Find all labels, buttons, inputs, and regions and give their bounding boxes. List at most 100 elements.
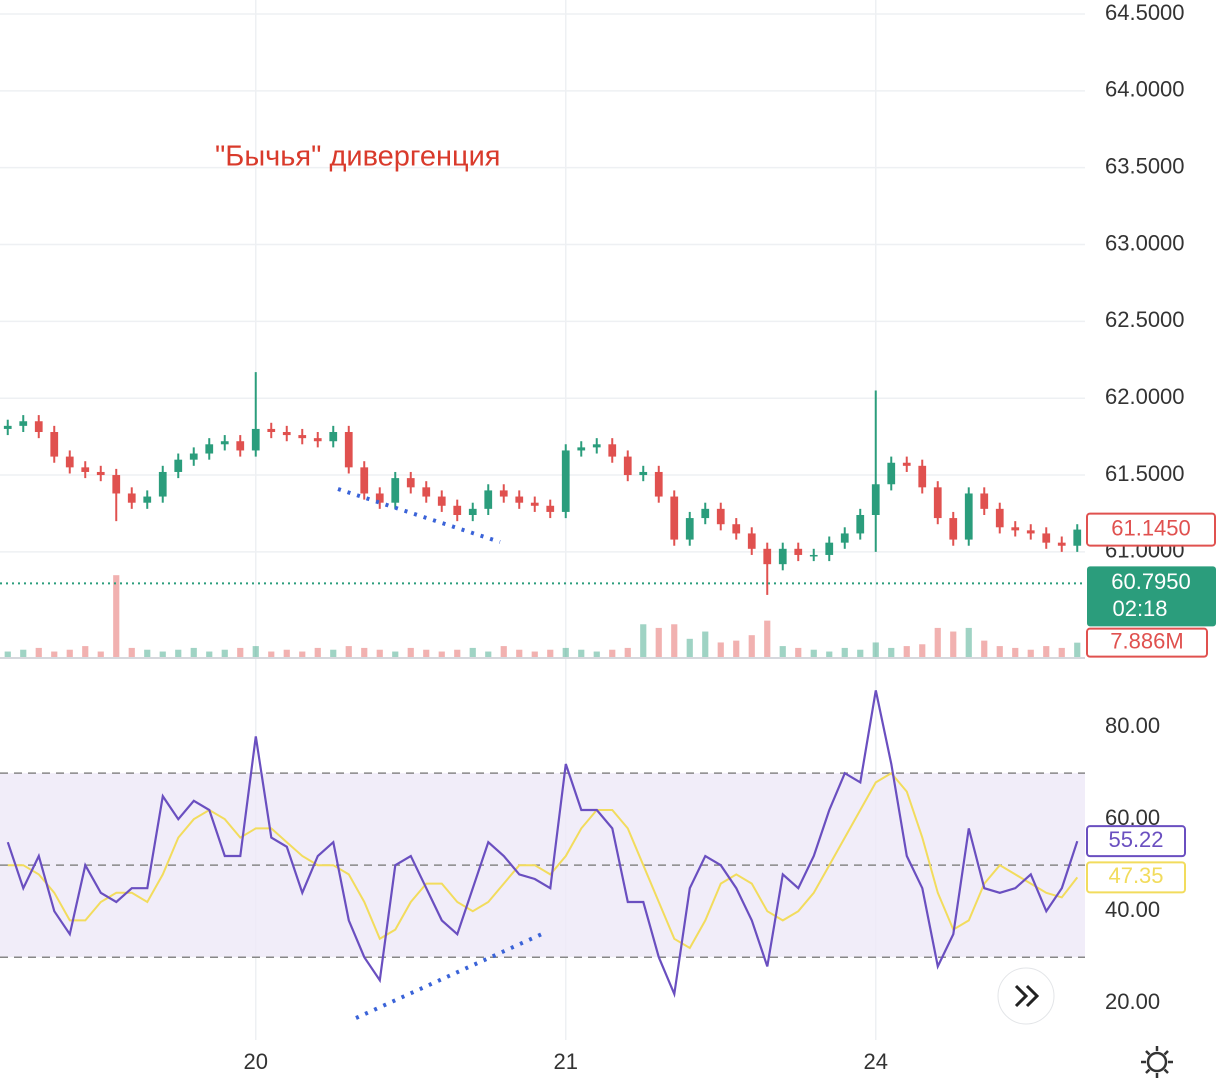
volume-bar [779,646,786,657]
candle-body [608,444,617,457]
volume-bar [113,575,120,657]
volume-bar [206,651,213,657]
candle-body [484,490,493,509]
volume-bar [717,642,724,657]
settings-icon[interactable] [1146,1051,1168,1073]
candle-body [964,493,973,540]
volume-bar [1027,649,1034,657]
volume-bar [1012,647,1019,657]
candle-body [654,471,663,497]
volume-bar [733,640,740,657]
settings-button[interactable] [1141,1046,1173,1078]
volume-bar [748,635,755,657]
candle-body [763,548,772,565]
volume-bar [981,640,988,657]
candle-body [267,428,276,433]
y-tick-label: 64.5000 [1105,0,1185,25]
volume-bar [175,649,182,657]
volume-bar [361,647,368,657]
candle-body [546,505,555,512]
settings-icon[interactable] [1141,1046,1173,1078]
volume-bar [128,647,135,657]
y-tick-label: 63.0000 [1105,230,1185,255]
candle-body [732,524,741,534]
volume-bar [82,646,89,657]
candle-body [887,462,896,485]
volume-bar [423,649,430,657]
rsi-band [0,773,1085,958]
candle-body [515,496,524,503]
volume-bar [407,647,414,657]
volume-bar [97,651,104,657]
candle-body [189,453,198,460]
candle-body [96,471,105,476]
volume-bar [965,627,972,657]
scroll-button[interactable] [997,967,1055,1025]
volume-bar [1058,647,1065,657]
volume-bar [20,649,27,657]
candle-body [902,462,911,466]
y-tick-label: 61.5000 [1105,461,1185,486]
candle-body [499,490,508,497]
candle-body [81,467,90,472]
volume-bar [330,649,337,657]
candle-body [375,493,384,503]
volume-bar [950,631,957,657]
volume-label-box [1086,627,1208,658]
volume-bar [159,651,166,657]
candle-body [716,508,725,525]
candle-body [530,502,539,506]
volume-bar [516,649,523,657]
volume-bar [919,644,926,657]
volume-bar [686,638,693,657]
button-icon[interactable] [1014,984,1040,1008]
y-tick-label: 64.0000 [1105,77,1185,102]
candle-body [220,441,229,445]
volume-bar [841,647,848,657]
candle-body [778,548,787,565]
volume-bar [531,651,538,657]
y-tick-label: 63.5000 [1105,153,1185,178]
candle-body [856,514,865,534]
candle-body [1011,527,1020,531]
candle-body [871,484,880,515]
y-tick-label: 62.0000 [1105,384,1185,409]
candle-body [313,438,322,442]
volume-bar [469,647,476,657]
candle-body [282,432,291,436]
volume-bar [640,624,647,657]
candle-body [995,508,1004,528]
volume-bar [392,651,399,657]
candle-body [825,542,834,555]
volume-bar [578,649,585,657]
volume-bar [903,646,910,657]
candle-body [34,421,43,433]
price-label-box [1086,512,1216,547]
countdown: 02:18 [1112,596,1167,621]
candle-body [112,475,121,494]
volume-bar [872,642,879,657]
value-label-box [1086,861,1186,894]
candle-body [422,487,431,497]
candle-body [298,435,307,439]
value-label: 55.22 [1108,827,1163,852]
volume-bar [454,649,461,657]
candle-body [236,441,245,451]
candle-body [360,467,369,494]
volume-bar [221,649,228,657]
candle-body [174,459,183,472]
volume-bar [764,620,771,657]
volume-bar [376,649,383,657]
annotation: "Бычья" дивергенция [215,141,501,173]
volume-bar [283,649,290,657]
volume-bar [144,649,151,657]
rsi-line [7,771,1079,950]
volume-bar [934,627,941,657]
volume-bar [810,649,817,657]
candle-body [840,533,849,543]
candle-body [949,518,958,540]
divergence-line [355,932,543,1020]
candle-body [809,554,818,557]
candle-body [50,432,59,457]
